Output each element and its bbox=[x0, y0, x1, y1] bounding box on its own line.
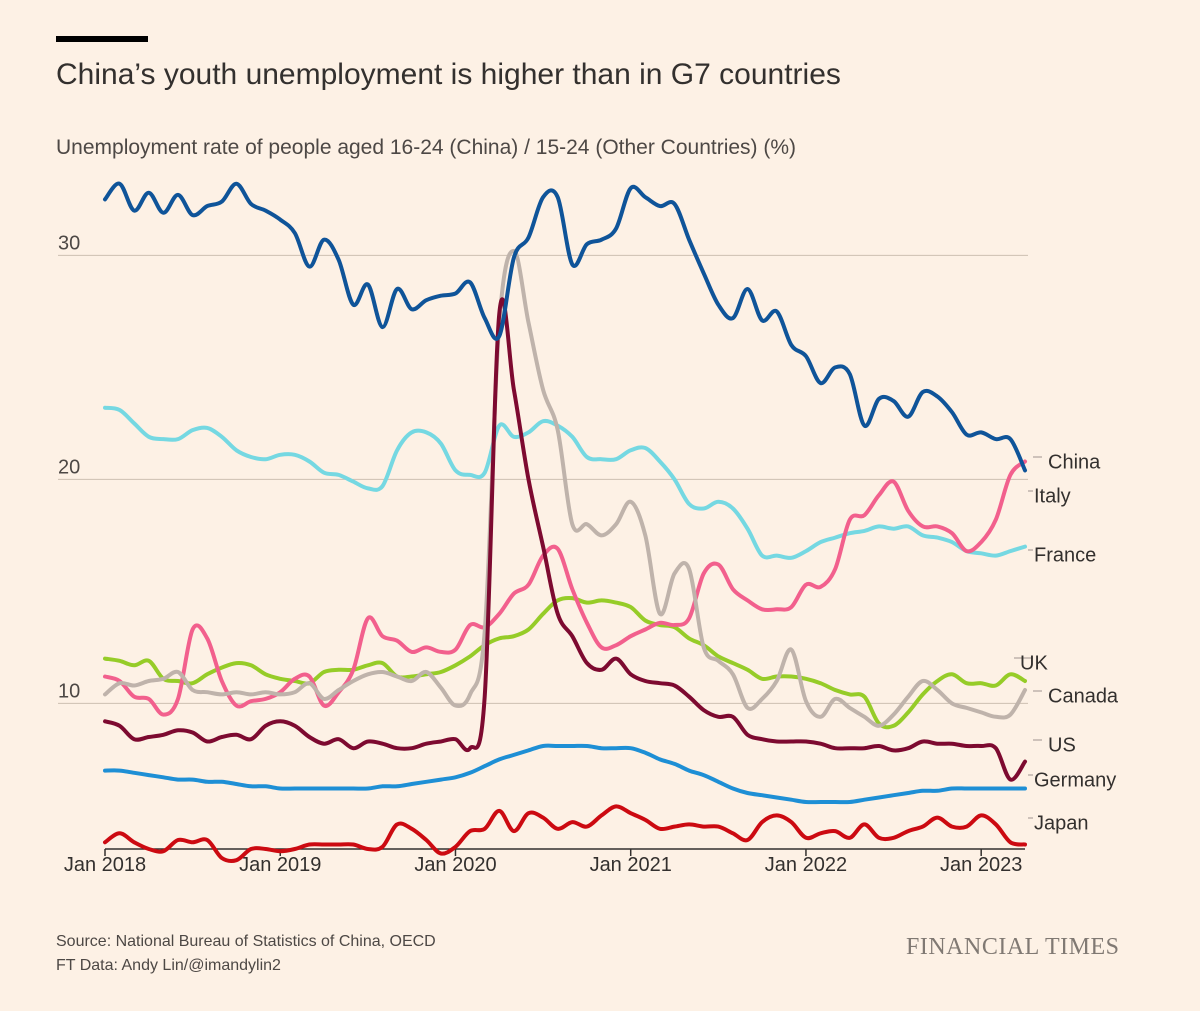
series-label-germany: Germany bbox=[1034, 769, 1116, 791]
series-line-canada bbox=[103, 248, 1027, 728]
x-tick-label: Jan 2021 bbox=[590, 854, 672, 876]
x-axis: Jan 2018 Jan 2019 Jan 2020 Jan 2021 Jan 2022… bbox=[64, 848, 1025, 876]
x-tick-label: Jan 2023 bbox=[940, 854, 1022, 876]
y-tick-label: 10 bbox=[58, 680, 80, 702]
source-note: Source: National Bureau of Statistics of… bbox=[56, 930, 436, 978]
series-line-germany bbox=[103, 743, 1027, 805]
series-line-japan bbox=[103, 804, 1027, 864]
series-label-china: China bbox=[1048, 451, 1101, 473]
series-line-italy bbox=[103, 459, 1027, 717]
x-tick-label: Jan 2020 bbox=[414, 854, 496, 876]
title-accent-bar bbox=[56, 36, 148, 42]
y-axis-ticks: 10 20 30 bbox=[58, 232, 80, 702]
chart-title: China’s youth unemployment is higher tha… bbox=[56, 58, 841, 91]
x-tick-label: Jan 2018 bbox=[64, 854, 146, 876]
series-label-uk: UK bbox=[1020, 652, 1048, 674]
series-line-china bbox=[103, 181, 1027, 473]
series-line-france bbox=[103, 405, 1027, 560]
series-label-japan: Japan bbox=[1034, 812, 1089, 834]
series-label-italy: Italy bbox=[1034, 485, 1071, 507]
chart-subtitle: Unemployment rate of people aged 16-24 (… bbox=[56, 136, 797, 159]
series-lines bbox=[103, 181, 1027, 864]
series-line-uk bbox=[103, 595, 1027, 730]
y-tick-label: 20 bbox=[58, 456, 80, 478]
series-label-us: US bbox=[1048, 734, 1076, 756]
x-tick-label: Jan 2019 bbox=[239, 854, 321, 876]
financial-times-logo: FINANCIAL TIMES bbox=[906, 934, 1120, 960]
y-tick-label: 30 bbox=[58, 232, 80, 254]
credit-line: FT Data: Andy Lin/@imandylin2 bbox=[56, 957, 281, 974]
series-line-us bbox=[103, 297, 1027, 782]
series-label-france: France bbox=[1034, 544, 1096, 566]
x-tick-label: Jan 2022 bbox=[765, 854, 847, 876]
source-line: Source: National Bureau of Statistics of… bbox=[56, 933, 436, 950]
series-label-canada: Canada bbox=[1048, 685, 1119, 707]
gridlines bbox=[58, 254, 1028, 704]
